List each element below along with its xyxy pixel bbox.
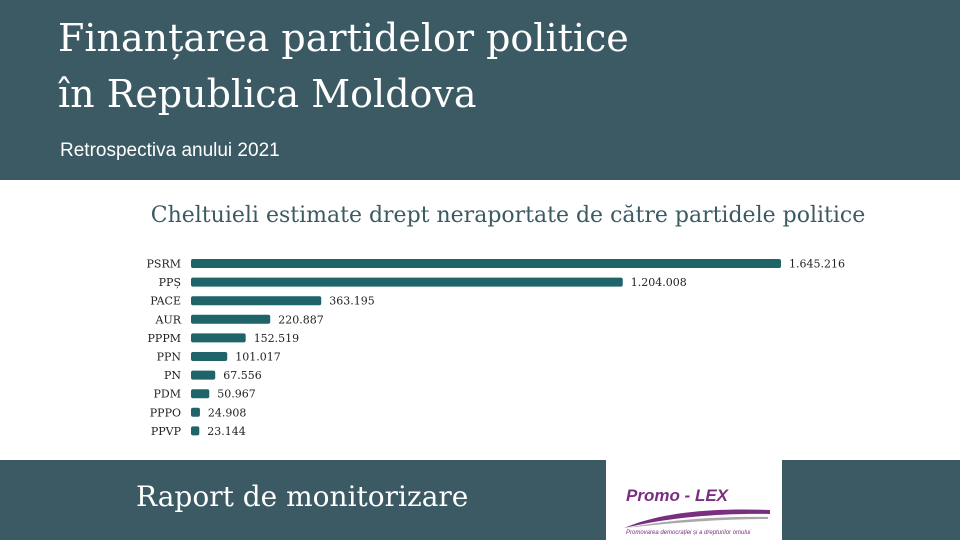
bar [191, 333, 246, 343]
promo-lex-logo: Promo - LEX Promovarea democrației și a … [606, 460, 782, 540]
footer-banner: Raport de monitorizare Promo - LEX Promo… [0, 460, 960, 540]
category-label: PPVP [151, 425, 182, 438]
logo-tagline: Promovarea democrației și a drepturilor … [626, 530, 751, 536]
bar [191, 296, 322, 306]
bar [191, 389, 210, 399]
page-title-line-1: Finanțarea partidelor politice [58, 16, 629, 60]
chart-title: Cheltuieli estimate drept neraportate de… [150, 203, 866, 228]
category-label: PPPM [148, 332, 181, 345]
bar [191, 370, 216, 380]
value-label: 220.887 [278, 313, 324, 326]
logo-swoosh-icon [624, 509, 770, 528]
category-label: AUR [155, 313, 182, 326]
report-title: Raport de monitorizare [136, 480, 469, 513]
bar [191, 426, 200, 436]
page-subtitle: Retrospectiva anului 2021 [60, 140, 280, 161]
category-label: PACE [150, 295, 181, 308]
bar [191, 277, 623, 287]
bar [191, 352, 228, 361]
bar [191, 314, 271, 324]
category-label: PPPO [150, 406, 181, 419]
category-label: PSRM [147, 258, 181, 271]
value-label: 363.195 [329, 295, 375, 308]
value-label: 1.645.216 [789, 258, 845, 271]
page-title-line-2: în Republica Moldova [58, 72, 477, 116]
logo-wordmark: Promo - LEX [626, 486, 729, 505]
category-label: PDM [154, 388, 181, 401]
header-banner: Finanțarea partidelor politice în Republ… [0, 0, 960, 180]
value-label: 1.204.008 [631, 276, 687, 289]
category-label: PPN [157, 351, 182, 364]
value-label: 24.908 [208, 406, 247, 419]
category-label: PN [164, 369, 181, 382]
bar [191, 407, 200, 417]
value-label: 67.556 [223, 369, 262, 382]
value-label: 50.967 [217, 388, 256, 401]
bar [191, 259, 781, 268]
category-label: PPȘ [159, 276, 181, 289]
value-label: 23.144 [207, 425, 246, 438]
bar-chart: PSRM 1.645.216 PPȘ 1.204.008 PACE 363.195 AUR 2… [147, 258, 845, 438]
value-label: 101.017 [235, 351, 281, 364]
value-label: 152.519 [254, 332, 300, 345]
